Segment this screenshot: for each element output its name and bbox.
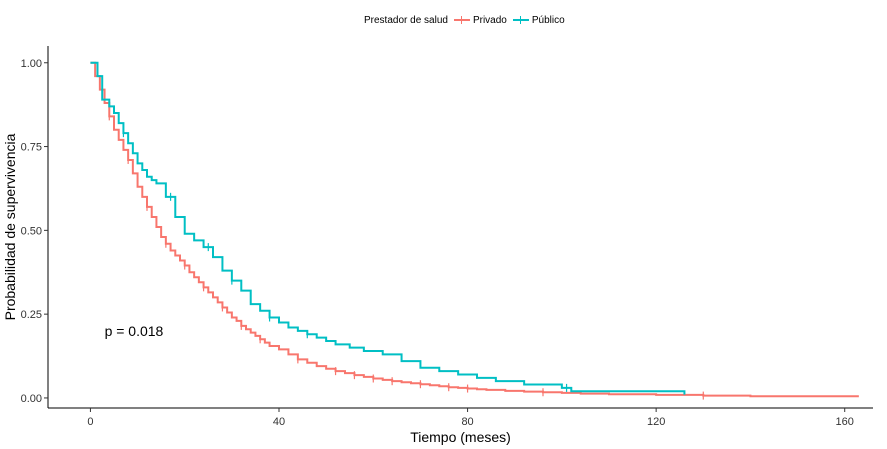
legend-key-tick (519, 16, 521, 24)
series-privado (90, 61, 859, 400)
legend-key-privado (453, 14, 470, 26)
x-tick-label: 0 (87, 416, 93, 428)
y-tick-label: 1.00 (21, 58, 42, 70)
y-ticks: 0.00 0.25 0.50 0.75 1.00 (21, 58, 48, 405)
x-tick-label: 160 (836, 416, 854, 428)
x-ticks: 0 40 80 120 160 (87, 408, 854, 428)
legend-title: Prestador de salud (364, 14, 448, 26)
x-axis-title: Tiempo (meses) (410, 429, 511, 445)
y-axis-title: Probabilidad de supervivencia (2, 133, 18, 320)
legend: Prestador de salud Privado Público (364, 12, 571, 28)
legend-label-privado: Privado (472, 14, 507, 26)
axes (47, 46, 873, 409)
legend-key-line (512, 19, 529, 21)
legend-label-publico: Público (531, 14, 565, 26)
y-tick-label: 0.50 (21, 225, 42, 237)
y-tick-label: 0.00 (21, 393, 42, 405)
x-tick-label: 40 (273, 416, 285, 428)
legend-item-privado: Privado (453, 14, 507, 26)
legend-key-tick (460, 16, 462, 24)
y-tick-label: 0.25 (21, 309, 42, 321)
y-tick-label: 0.75 (21, 142, 42, 154)
series-layer (90, 61, 859, 400)
x-tick-label: 80 (461, 416, 473, 428)
p-value-annotation: p = 0.018 (105, 323, 164, 339)
series-publico (90, 61, 686, 395)
survival-curve-publico (90, 61, 686, 395)
legend-key-publico (512, 14, 529, 26)
legend-item-publico: Público (512, 14, 565, 26)
legend-key-line (453, 19, 470, 21)
survival-curve-privado (90, 61, 859, 398)
x-tick-label: 120 (647, 416, 665, 428)
